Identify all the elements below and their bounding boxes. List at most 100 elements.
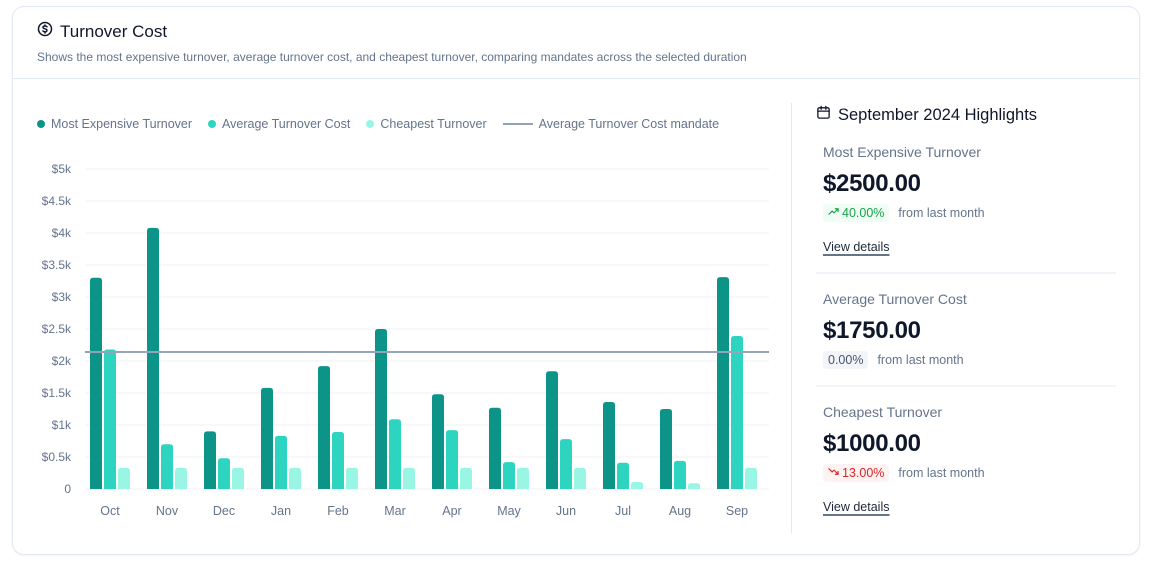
legend-item-average[interactable]: Average Turnover Cost [208, 117, 350, 131]
x-tick-label: Sep [726, 504, 748, 518]
legend-item-mandate[interactable]: Average Turnover Cost mandate [502, 117, 719, 131]
bar-cheapest-turnover [688, 483, 700, 489]
change-suffix: from last month [877, 353, 964, 367]
bar-most-expensive-turnover [546, 371, 558, 489]
change-badge-flat: 0.00% [823, 351, 869, 369]
dollar-circle-icon [37, 21, 53, 42]
legend-label: Most Expensive Turnover [51, 117, 193, 131]
change-row: 0.00% from last month [823, 351, 1116, 369]
y-tick-label: $3.5k [42, 258, 72, 272]
bar-cheapest-turnover [517, 467, 529, 489]
bar-average-turnover-cost [560, 439, 572, 489]
metric-value: $2500.00 [823, 170, 921, 197]
x-tick-label: May [497, 504, 521, 518]
bar-most-expensive-turnover [90, 277, 102, 489]
turnover-cost-card: Turnover Cost Shows the most expensive t… [12, 6, 1140, 555]
bar-average-turnover-cost [161, 444, 173, 489]
x-tick-label: Aug [669, 504, 691, 518]
bar-cheapest-turnover [118, 467, 130, 489]
bar-average-turnover-cost [218, 458, 230, 489]
legend-item-cheapest[interactable]: Cheapest Turnover [366, 117, 487, 131]
calendar-icon [816, 105, 831, 125]
change-value: 0.00% [828, 353, 864, 367]
bar-most-expensive-turnover [660, 409, 672, 489]
bar-average-turnover-cost [503, 462, 515, 489]
y-tick-label: $2.5k [42, 322, 72, 336]
chart-area: Most Expensive Turnover Average Turnover… [13, 79, 793, 555]
bar-most-expensive-turnover [147, 227, 159, 489]
x-tick-label: Feb [327, 504, 349, 518]
bar-average-turnover-cost [389, 419, 401, 489]
x-tick-label: Nov [156, 504, 179, 518]
x-tick-label: Oct [100, 504, 120, 518]
legend-item-most-expensive[interactable]: Most Expensive Turnover [37, 117, 192, 131]
bar-most-expensive-turnover [432, 394, 444, 489]
metric-most-expensive: Most Expensive Turnover $2500.00 40.00% … [816, 144, 1116, 256]
bar-cheapest-turnover [460, 467, 472, 489]
change-badge-down: 13.00% [823, 464, 890, 482]
y-tick-label: $4.5k [42, 194, 72, 208]
bar-cheapest-turnover [631, 481, 643, 489]
x-tick-label: Jan [271, 504, 291, 518]
highlights-title-row: September 2024 Highlights [816, 105, 1116, 125]
bar-average-turnover-cost [104, 349, 116, 489]
bar-chart: 0 $0.5k $1k $1.5k $2k $2.5k $3k $3.5k $4k $4.5k $5… [42, 162, 769, 518]
metric-value: $1750.00 [823, 317, 921, 344]
trending-down-icon [828, 466, 839, 480]
bar-average-turnover-cost [446, 430, 458, 489]
bar-cheapest-turnover [745, 467, 757, 489]
x-tick-label: Jun [556, 504, 576, 518]
bar-average-turnover-cost [332, 432, 344, 489]
metric-value: $1000.00 [823, 430, 921, 457]
view-details-link[interactable]: View details [823, 240, 890, 254]
metric-cheapest: Cheapest Turnover $1000.00 13.00% from l… [816, 404, 1116, 516]
change-row: 13.00% from last month [823, 464, 1116, 482]
metric-label: Most Expensive Turnover [823, 144, 981, 160]
bar-cheapest-turnover [289, 467, 301, 489]
change-badge-up: 40.00% [823, 204, 890, 222]
change-suffix: from last month [898, 466, 985, 480]
legend-swatch-line [502, 123, 533, 125]
bar-average-turnover-cost [617, 462, 629, 489]
highlights-title: September 2024 Highlights [838, 105, 1038, 124]
divider [816, 272, 1116, 274]
bar-most-expensive-turnover [261, 387, 273, 489]
divider [816, 385, 1116, 387]
y-tick-label: $4k [52, 226, 72, 240]
bar-cheapest-turnover [232, 467, 244, 489]
highlights-panel: September 2024 Highlights Most Expensive… [816, 105, 1116, 516]
legend-swatch [208, 120, 217, 128]
y-tick-label: $2k [52, 354, 72, 368]
change-suffix: from last month [898, 206, 985, 220]
bar-average-turnover-cost [275, 435, 287, 489]
card-header: Turnover Cost Shows the most expensive t… [13, 7, 1139, 79]
legend-swatch [366, 120, 375, 128]
trending-up-icon [828, 206, 839, 220]
bar-most-expensive-turnover [717, 277, 729, 489]
bar-cheapest-turnover [574, 467, 586, 489]
title-row: Turnover Cost [37, 21, 167, 42]
bar-cheapest-turnover [346, 467, 358, 489]
bar-most-expensive-turnover [603, 401, 615, 489]
bar-most-expensive-turnover [318, 366, 330, 489]
y-tick-label: $1k [52, 418, 72, 432]
change-row: 40.00% from last month [823, 204, 1116, 222]
bar-average-turnover-cost [731, 336, 743, 489]
card-subtitle: Shows the most expensive turnover, avera… [37, 50, 747, 64]
metric-label: Cheapest Turnover [823, 404, 943, 420]
x-tick-label: Mar [384, 504, 406, 518]
bar-average-turnover-cost [674, 460, 686, 489]
y-tick-label: $3k [52, 290, 72, 304]
y-tick-label: $1.5k [42, 386, 72, 400]
bar-most-expensive-turnover [489, 407, 501, 489]
x-tick-label: Dec [213, 504, 235, 518]
y-tick-label: $0.5k [42, 450, 72, 464]
view-details-link[interactable]: View details [823, 500, 890, 514]
y-tick-label: $5k [52, 162, 72, 176]
legend-label: Cheapest Turnover [380, 117, 487, 131]
chart-legend: Most Expensive Turnover Average Turnover… [37, 117, 719, 131]
vertical-divider [791, 103, 792, 533]
x-tick-label: Apr [442, 504, 461, 518]
change-value: 40.00% [842, 206, 885, 220]
bar-cheapest-turnover [175, 467, 187, 489]
